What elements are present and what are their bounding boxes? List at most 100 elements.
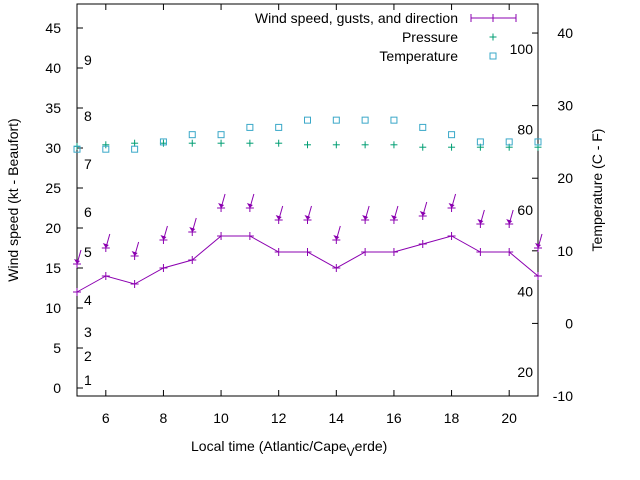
wind-speed-point bbox=[505, 248, 514, 256]
temperature-point bbox=[476, 138, 484, 146]
gust-arrow bbox=[101, 233, 111, 252]
gust-arrow bbox=[361, 205, 370, 224]
fahrenheit-label: 60 bbox=[517, 202, 533, 218]
x-tick-label: 10 bbox=[213, 410, 229, 426]
wind-speed-point bbox=[217, 232, 226, 240]
pressure-point bbox=[448, 143, 456, 151]
plot-frame bbox=[76, 3, 539, 397]
wind-speed-point bbox=[476, 248, 485, 256]
wind-speed-point bbox=[101, 272, 110, 280]
gust-arrow bbox=[73, 249, 82, 268]
wind-speed-point bbox=[73, 288, 81, 296]
pressure-point bbox=[246, 139, 254, 147]
temperature-point bbox=[448, 131, 456, 139]
pressure-point bbox=[131, 139, 139, 147]
y-tick-label: 30 bbox=[45, 140, 61, 156]
gust-arrow bbox=[130, 241, 140, 260]
y-tick-label: 15 bbox=[45, 260, 61, 276]
wind-speed-point bbox=[303, 248, 312, 256]
temperature-point bbox=[73, 145, 81, 153]
gust-arrow bbox=[245, 193, 255, 212]
beaufort-label: 6 bbox=[84, 204, 92, 220]
fahrenheit-label: 80 bbox=[517, 122, 533, 138]
y-tick-label: 0 bbox=[53, 380, 61, 396]
wind-speed-point bbox=[245, 232, 254, 240]
beaufort-label: 2 bbox=[84, 348, 92, 364]
y-tick-label: 25 bbox=[45, 180, 61, 196]
y2-tick-label: 20 bbox=[557, 170, 573, 186]
temperature-point bbox=[361, 116, 369, 124]
y-axis-title: Wind speed (kt - Beaufort) bbox=[5, 118, 21, 281]
gust-arrow bbox=[476, 209, 485, 228]
gust-arrow bbox=[505, 209, 514, 228]
y2-axis-title: Temperature (C - F) bbox=[589, 129, 605, 252]
chart-marks bbox=[73, 116, 543, 296]
y-tick-label: 45 bbox=[45, 20, 61, 36]
temperature-point bbox=[188, 131, 196, 139]
temperature-point bbox=[159, 138, 167, 146]
beaufort-label: 4 bbox=[84, 292, 92, 308]
gust-arrow bbox=[332, 225, 341, 244]
pressure-point bbox=[217, 139, 225, 147]
y-tick-label: 10 bbox=[45, 300, 61, 316]
temperature-point bbox=[275, 123, 283, 131]
pressure-point bbox=[188, 139, 196, 147]
gust-arrow bbox=[447, 193, 457, 212]
fahrenheit-label: 40 bbox=[517, 283, 533, 299]
y2-tick-label: 30 bbox=[557, 98, 573, 114]
temperature-point bbox=[102, 145, 110, 153]
legend-label: Wind speed, gusts, and direction bbox=[255, 10, 458, 26]
temperature-point bbox=[217, 131, 225, 139]
gust-arrow bbox=[418, 201, 428, 220]
wind-speed-point bbox=[159, 264, 168, 272]
temperature-point bbox=[131, 145, 139, 153]
pressure-point bbox=[102, 141, 110, 149]
x-tick-label: 16 bbox=[386, 410, 402, 426]
temperature-point bbox=[304, 116, 311, 124]
gust-arrow bbox=[188, 217, 197, 236]
temperature-point bbox=[246, 123, 254, 131]
pressure-point bbox=[390, 141, 398, 149]
y-tick-label: 20 bbox=[45, 220, 61, 236]
beaufort-label: 3 bbox=[84, 324, 92, 340]
pressure-point bbox=[332, 141, 340, 149]
beaufort-label: 8 bbox=[84, 108, 92, 124]
y2-tick-label: -10 bbox=[553, 388, 573, 404]
x-tick-label: 12 bbox=[271, 410, 287, 426]
y2-tick-label: 10 bbox=[557, 243, 573, 259]
y-tick-label: 35 bbox=[45, 100, 61, 116]
y-tick-label: 40 bbox=[45, 60, 61, 76]
legend-temperature-sample bbox=[489, 52, 497, 60]
gust-arrow bbox=[303, 205, 312, 224]
y2-tick-label: 0 bbox=[565, 315, 573, 331]
legend-label: Pressure bbox=[402, 29, 458, 45]
wind-speed-point bbox=[130, 280, 139, 288]
wind-speed-point bbox=[389, 248, 398, 256]
wind-speed-line bbox=[76, 235, 539, 293]
pressure-point bbox=[275, 139, 283, 147]
gust-arrow bbox=[534, 233, 543, 252]
x-tick-label: 8 bbox=[160, 410, 168, 426]
x-tick-label: 20 bbox=[501, 410, 517, 426]
x-tick-label: 6 bbox=[102, 410, 110, 426]
gust-arrow bbox=[217, 193, 226, 212]
x-tick-label: 14 bbox=[329, 410, 345, 426]
wind-speed-point bbox=[534, 272, 542, 280]
y2-tick-label: 40 bbox=[557, 25, 573, 41]
gust-arrow bbox=[159, 225, 168, 244]
pressure-point bbox=[304, 141, 311, 149]
wind-speed-point bbox=[188, 256, 197, 264]
axis-ticks: 6 8 10 12 14 16 18 20051015202530354045-1001020… bbox=[45, 4, 573, 426]
temperature-point bbox=[390, 116, 398, 124]
temperature-point bbox=[332, 116, 340, 124]
x-tick-label: 18 bbox=[444, 410, 460, 426]
gust-arrow bbox=[274, 205, 284, 224]
wind-speed-point bbox=[332, 264, 341, 272]
temperature-point bbox=[534, 138, 542, 146]
wind-speed-point bbox=[418, 240, 427, 248]
pressure-point bbox=[159, 139, 167, 147]
legend: Wind speed, gusts, and direction Pressure… bbox=[255, 10, 517, 64]
temperature-point bbox=[419, 123, 427, 131]
pressure-point bbox=[361, 141, 369, 149]
